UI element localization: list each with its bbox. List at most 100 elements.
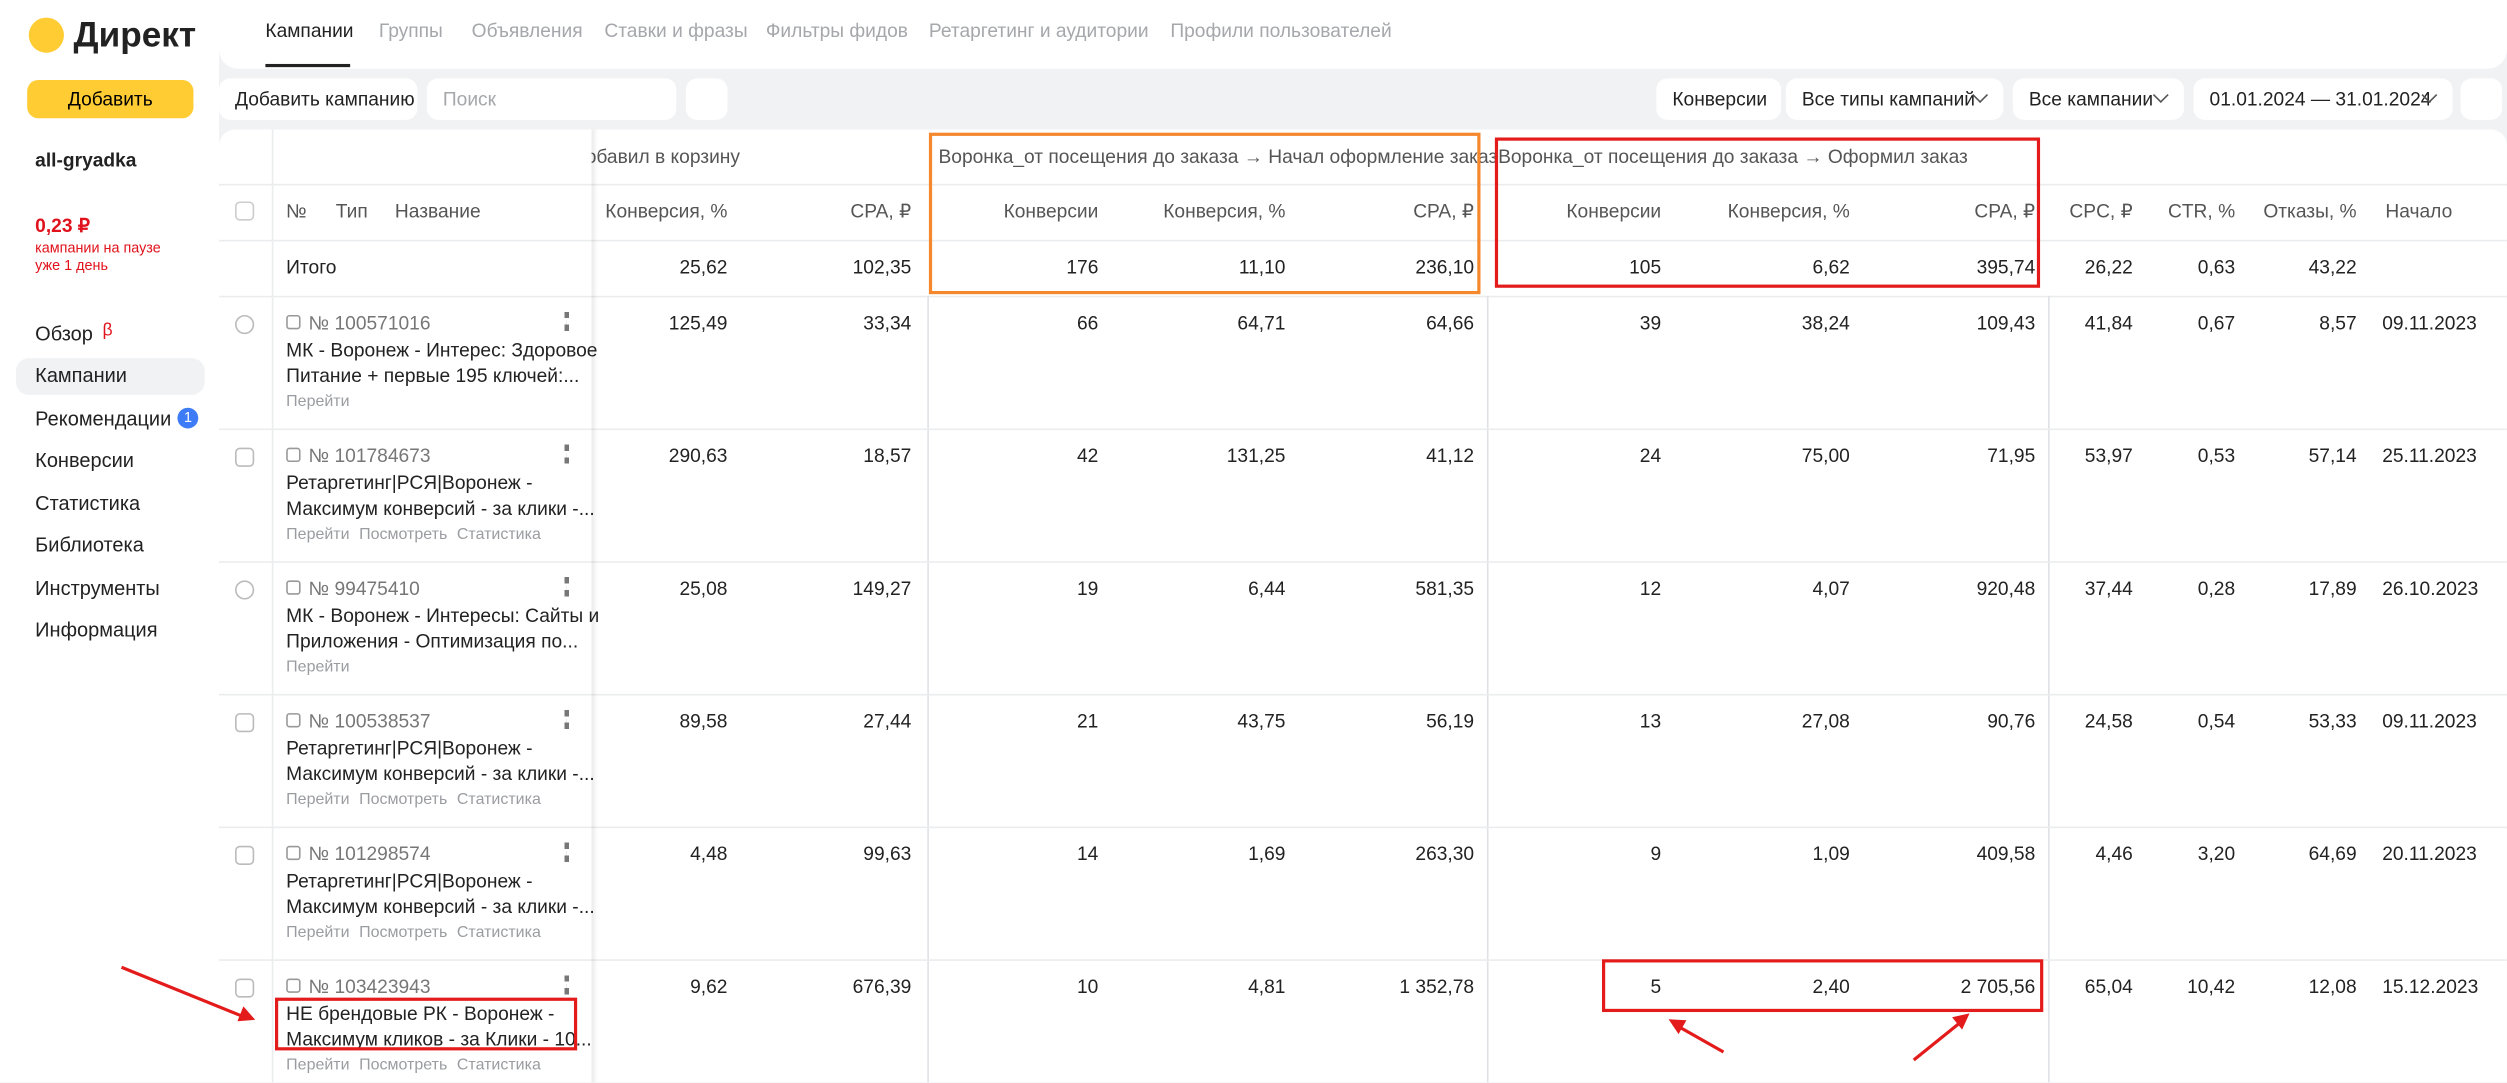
grid-line: [2048, 295, 2050, 1083]
nav-tab[interactable]: Кампании: [265, 19, 354, 42]
campaign-name[interactable]: Максимум кликов - за Клики - 10...: [286, 1028, 592, 1051]
cell: 99,63: [863, 842, 912, 865]
cell: 89,58: [679, 709, 728, 733]
column-header: CPC, ₽: [2069, 199, 2133, 223]
logo-icon: [28, 17, 64, 53]
cell: 42: [1077, 444, 1099, 467]
row-link[interactable]: Статистика: [456, 791, 541, 809]
cell: 920,48: [1976, 577, 2036, 600]
top-bar: [219, 0, 2507, 69]
logo: Директ: [73, 14, 197, 55]
filter-button[interactable]: Конверсии: [1656, 78, 1782, 120]
menu-item[interactable]: Статистика: [35, 492, 141, 515]
total-cell: 11,10: [1238, 255, 1286, 279]
type-icon: [286, 580, 301, 595]
nav-tab[interactable]: Ставки и фразы: [604, 19, 748, 42]
nav-tab[interactable]: Объявления: [471, 19, 583, 42]
campaign-name[interactable]: Приложения - Оптимизация по...: [286, 629, 579, 653]
campaign-name[interactable]: МК - Воронеж - Интересы: Сайты и: [286, 604, 600, 627]
total-label: Итого: [286, 255, 337, 279]
row-link[interactable]: Статистика: [456, 924, 541, 942]
row-link[interactable]: Статистика: [456, 1056, 541, 1075]
filter-button[interactable]: 01.01.2024 — 31.01.2024: [2193, 78, 2453, 120]
cell: 1 352,78: [1399, 975, 1475, 998]
cell: 6,44: [1248, 577, 1286, 600]
row-link[interactable]: Посмотреть: [359, 791, 448, 809]
grid-line: [219, 693, 2507, 696]
cell: 24,58: [2084, 709, 2133, 733]
cell: 14: [1077, 842, 1099, 865]
campaign-name[interactable]: Ретаргетинг|РСЯ|Воронеж -: [286, 737, 533, 760]
type-icon: [286, 447, 301, 463]
balance: 0,23 ₽: [35, 214, 91, 237]
campaign-name[interactable]: НЕ брендовые РК - Воронеж -: [286, 1002, 555, 1025]
search-input[interactable]: Поиск: [426, 78, 677, 120]
row-link[interactable]: Перейти: [286, 526, 350, 544]
row-link[interactable]: Посмотреть: [359, 1056, 448, 1075]
nav-tab[interactable]: Ретаргетинг и аудитории: [928, 19, 1149, 42]
grid-line: [219, 295, 2507, 298]
cell: 09.11.2023: [2382, 311, 2477, 335]
filter-button[interactable]: Все типы кампаний: [1785, 78, 2004, 120]
menu-item[interactable]: Обзор: [35, 322, 93, 346]
highlight-box: [928, 132, 1481, 295]
campaign-name[interactable]: Максимум конверсий - за клики -...: [286, 762, 595, 786]
more-menu[interactable]: [564, 975, 570, 995]
cell: 109,43: [1976, 311, 2036, 335]
total-cell: 236,10: [1415, 255, 1475, 279]
cell: 20.11.2023: [2382, 842, 2477, 865]
nav-tab[interactable]: Фильтры фидов: [765, 19, 908, 42]
add-campaign-button[interactable]: Добавить кампанию: [219, 78, 418, 120]
campaign-id: № 100571016: [308, 311, 431, 335]
row-link[interactable]: Посмотреть: [359, 924, 448, 942]
cell: 149,27: [852, 577, 912, 600]
campaign-name[interactable]: Ретаргетинг|РСЯ|Воронеж -: [286, 869, 533, 893]
campaign-name[interactable]: Максимум конверсий - за клики -...: [286, 895, 595, 918]
gear-button: [2460, 78, 2503, 120]
row-link[interactable]: Перейти: [286, 658, 350, 677]
row-link[interactable]: Статистика: [456, 526, 541, 544]
cell: 581,35: [1415, 577, 1475, 600]
row-link[interactable]: Перейти: [286, 924, 350, 942]
menu-item[interactable]: Информация: [35, 618, 158, 642]
cell: 4,07: [1812, 577, 1850, 600]
row-link[interactable]: Перейти: [286, 1056, 350, 1075]
campaign-name[interactable]: Питание + первые 195 ключей:...: [286, 364, 580, 387]
add-button[interactable]: Добавить: [27, 79, 194, 119]
more-menu[interactable]: [564, 709, 570, 730]
cell: 41,12: [1426, 444, 1475, 467]
nav-tab[interactable]: Профили пользователей: [1170, 19, 1392, 42]
more-menu[interactable]: [564, 842, 570, 862]
row-link[interactable]: Перейти: [286, 393, 350, 411]
cell: 56,19: [1426, 709, 1475, 733]
total-cell: 6,62: [1812, 255, 1850, 279]
campaign-name[interactable]: МК - Воронеж - Интерес: Здоровое: [286, 338, 598, 362]
filter-button[interactable]: Все кампании: [2012, 78, 2184, 120]
column-group: Воронка_от посещения до заказа → Оформил…: [1498, 145, 1968, 168]
total-cell: 395,74: [1976, 255, 2036, 279]
menu-item[interactable]: Кампании: [35, 364, 127, 387]
row-link[interactable]: Перейти: [286, 791, 350, 809]
cell: 409,58: [1976, 842, 2036, 865]
cell: 2 705,56: [1960, 975, 2036, 998]
campaign-name[interactable]: Ретаргетинг|РСЯ|Воронеж -: [286, 471, 533, 495]
more-menu[interactable]: [564, 577, 570, 597]
menu-item[interactable]: Библиотека: [35, 533, 144, 557]
cell: 3,20: [2197, 842, 2236, 865]
cell: 8,57: [2319, 311, 2357, 335]
grid-line: [219, 239, 2507, 242]
more-menu[interactable]: [564, 311, 570, 331]
cell: 09.11.2023: [2382, 709, 2477, 733]
menu-item[interactable]: Конверсии: [35, 449, 134, 472]
total-cell: 0,63: [2197, 255, 2236, 279]
cell: 10,42: [2187, 975, 2236, 998]
more-menu[interactable]: [564, 444, 570, 464]
menu-item[interactable]: Инструменты: [35, 577, 160, 600]
row-link[interactable]: Посмотреть: [359, 526, 448, 544]
menu-item[interactable]: Рекомендации: [35, 407, 172, 431]
campaign-name[interactable]: Максимум конверсий - за клики -...: [286, 497, 595, 520]
cell: 64,71: [1237, 311, 1286, 335]
nav-tab[interactable]: Группы: [378, 19, 443, 42]
column-header: Конверсия, %: [605, 199, 728, 223]
